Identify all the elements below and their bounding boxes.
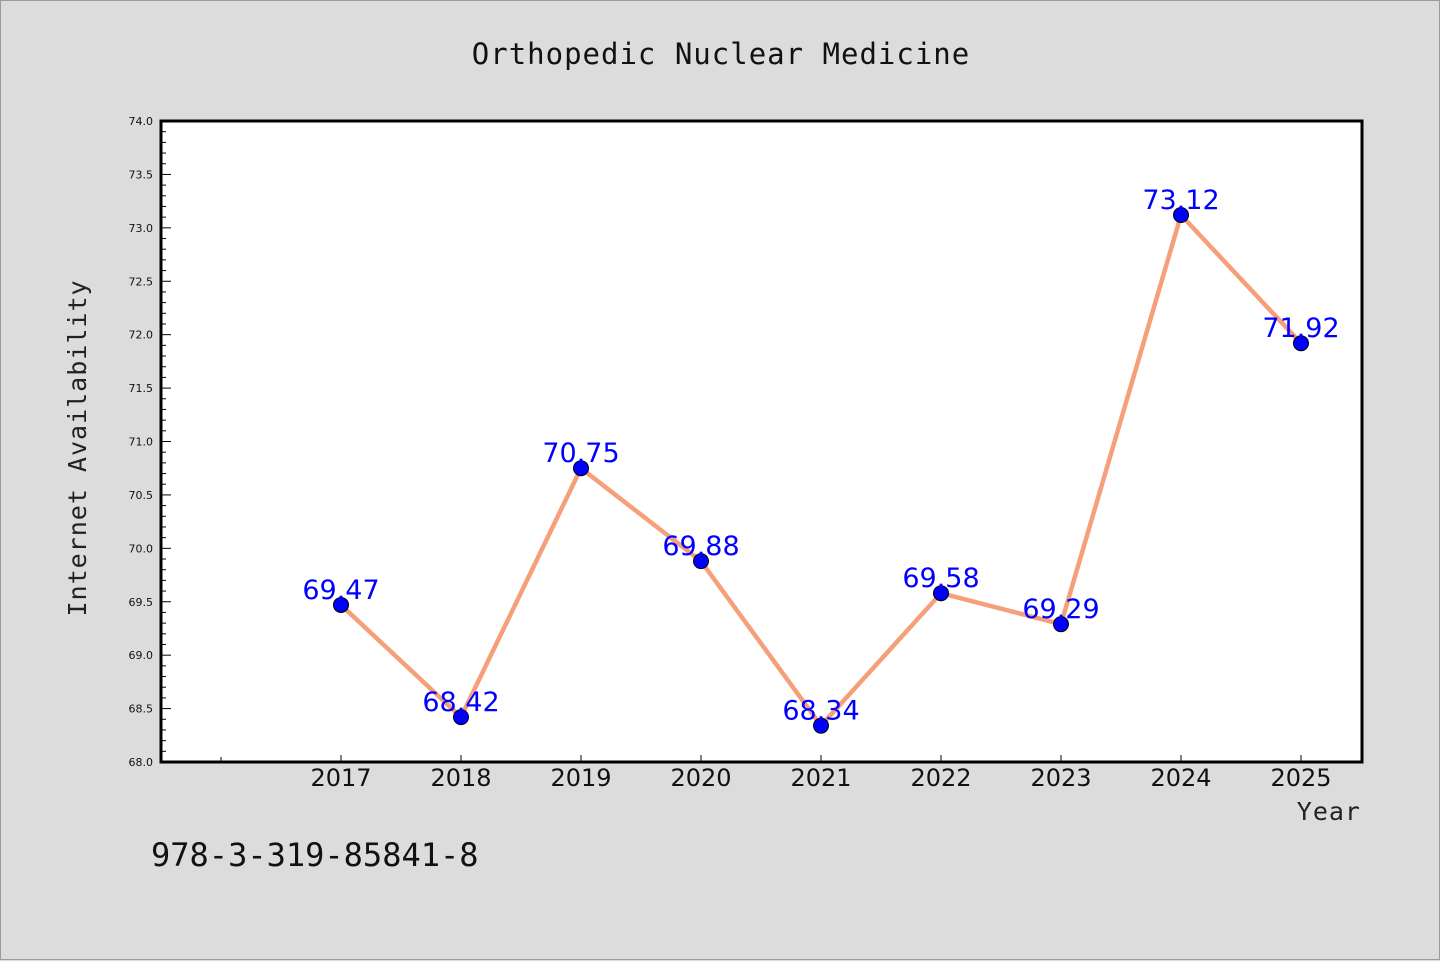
y-axis: 68.0 68.5 69.0 69.5 70.0 70.5 71.0 71.5 72.0 72.5… [129, 115, 171, 769]
isbn-text: 978-3-319-85841-8 [151, 836, 479, 874]
data-label: 69.88 [662, 531, 739, 562]
x-axis-label: Year [1297, 797, 1361, 826]
data-point [933, 585, 949, 602]
y-tick-label: 72.0 [129, 329, 154, 342]
y-tick-label: 74.0 [129, 115, 154, 128]
y-tick-label: 68.5 [129, 703, 154, 716]
y-tick-label: 71.5 [129, 382, 154, 395]
series-group [333, 207, 1309, 734]
plot-area [161, 121, 1362, 762]
y-tick-label: 69.5 [129, 596, 154, 609]
chart-title: Orthopedic Nuclear Medicine [472, 37, 970, 71]
x-tick-label: 2020 [670, 764, 731, 792]
x-tick-label: 2017 [310, 764, 371, 792]
y-tick-label: 69.0 [129, 649, 154, 662]
y-tick-label: 71.0 [129, 436, 154, 449]
x-tick-label: 2025 [1270, 764, 1331, 792]
x-tick-label: 2021 [790, 764, 851, 792]
x-axis: 2017 2018 2019 2020 2021 2022 2023 2024 2025 [220, 755, 1332, 792]
data-point [1173, 207, 1189, 224]
data-point [333, 596, 349, 613]
y-tick-label: 73.5 [129, 168, 154, 181]
data-label: 68.42 [422, 687, 499, 718]
data-point [1053, 616, 1069, 633]
x-tick-label: 2023 [1030, 764, 1091, 792]
x-tick-label: 2019 [550, 764, 611, 792]
y-tick-label: 73.0 [129, 222, 154, 235]
y-tick-label: 70.5 [129, 489, 154, 502]
data-point [693, 553, 709, 570]
data-label: 73.12 [1142, 185, 1219, 216]
y-axis-label: Internet Availability [63, 279, 92, 616]
y-tick-label: 68.0 [129, 756, 154, 769]
data-label: 69.58 [902, 563, 979, 594]
x-tick-label: 2024 [1150, 764, 1211, 792]
data-label: 69.47 [302, 575, 379, 606]
data-point [1293, 335, 1309, 352]
data-point [453, 709, 469, 726]
data-label: 70.75 [542, 438, 619, 469]
data-point [813, 717, 829, 734]
plot-frame [159, 119, 1364, 764]
data-label: 69.29 [1022, 594, 1099, 625]
data-label: 71.92 [1262, 313, 1339, 344]
y-tick-label: 72.5 [129, 275, 154, 288]
y-tick-label: 70.0 [129, 542, 154, 555]
x-tick-label: 2018 [430, 764, 491, 792]
x-tick-label: 2022 [910, 764, 971, 792]
data-labels-group: 69.47 68.42 70.75 69.88 68.34 69.58 69.29 73.12… [302, 185, 1339, 727]
data-label: 68.34 [782, 696, 859, 727]
data-point [573, 460, 589, 477]
